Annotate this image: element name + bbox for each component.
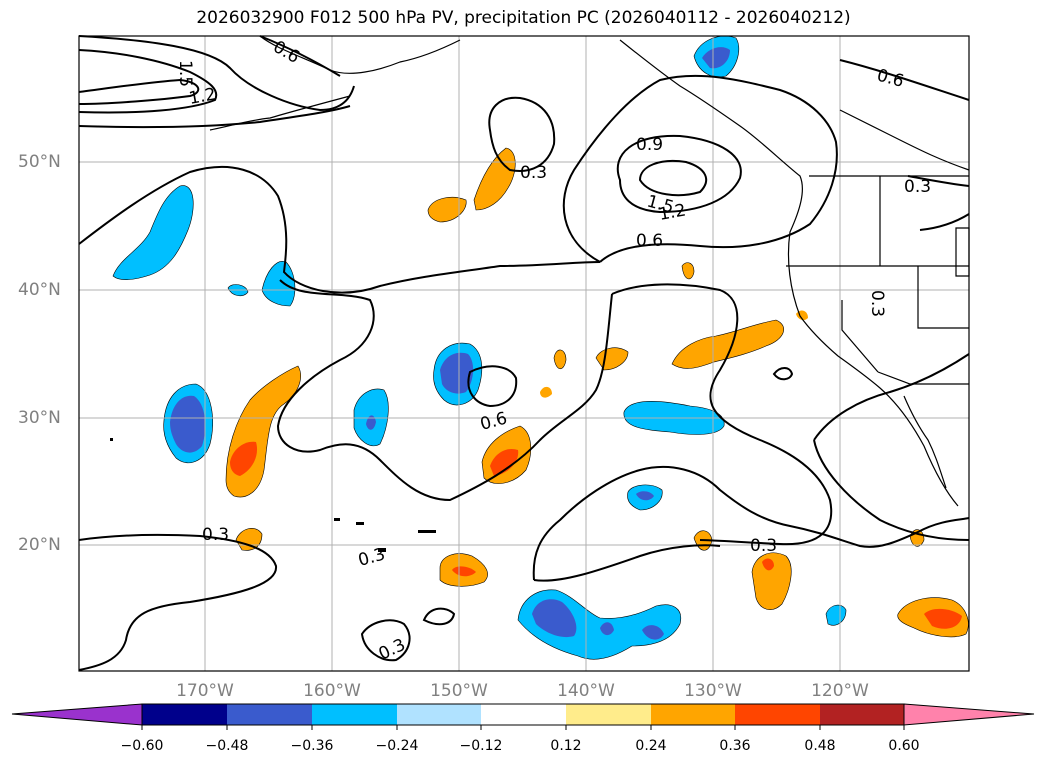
lat-label-30n: 30°N [18,408,61,428]
contour-label: 0.3 [750,536,777,556]
lon-label-150w: 150°W [430,681,488,701]
colorbar-segment [397,704,481,725]
colorbar-tick-label: 0.60 [888,738,920,754]
colorbar-tick-label: −0.36 [290,738,334,754]
coastlines [209,35,970,507]
colorbar-tick-label: −0.48 [205,738,249,754]
plot-frame [78,35,970,672]
map-title: 2026032900 F012 500 hPa PV, precipitatio… [196,8,851,28]
contour-label: 0.3 [904,177,931,197]
contour-label: 0.3 [867,290,887,317]
colorbar [11,703,1035,730]
pv-contours [78,35,970,671]
colorbar-tick-label: 0.36 [719,738,751,754]
colorbar-segment [227,704,312,725]
positive-anomaly-patch [225,147,969,638]
lon-label-140w: 140°W [557,681,615,701]
colorbar-segment [820,704,904,725]
lon-label-130w: 130°W [684,681,742,701]
contour-label: 0.9 [636,135,663,155]
islands [110,438,436,552]
colorbar-tick-label: −0.12 [459,738,503,754]
colorbar-segment [481,704,566,725]
colorbar-tick-label: 0.24 [635,738,667,754]
colorbar-segment [735,704,820,725]
lat-label-40n: 40°N [18,280,61,300]
contour-label: 0.3 [202,525,229,545]
lat-label-50n: 50°N [18,152,61,172]
contour-label: 1.2 [657,201,687,225]
colorbar-segment [651,704,735,725]
contour-label: 1.5 [175,60,195,87]
lon-label-160w: 160°W [303,681,361,701]
negative-anomaly-patch [112,35,847,660]
colorbar-extend-max [903,703,1035,726]
colorbar-segment [142,704,227,725]
lat-label-20n: 20°N [18,535,61,555]
lon-label-170w: 170°W [176,681,234,701]
colorbar-segment [312,704,397,725]
colorbar-tick-label: 0.12 [550,738,582,754]
colorbar-tick-label: −0.24 [375,738,419,754]
contour-label: 0.3 [520,163,547,183]
colorbar-tick-label: 0.48 [804,738,836,754]
colorbar-tick-label: −0.60 [120,738,164,754]
colorbar-segment [566,704,651,725]
graticule [79,36,969,671]
contour-label: 1.2 [187,85,217,109]
lon-label-120w: 120°W [811,681,869,701]
colorbar-extend-min [11,703,143,726]
precip-shading [112,35,969,660]
contour-label: 0.6 [636,231,663,251]
